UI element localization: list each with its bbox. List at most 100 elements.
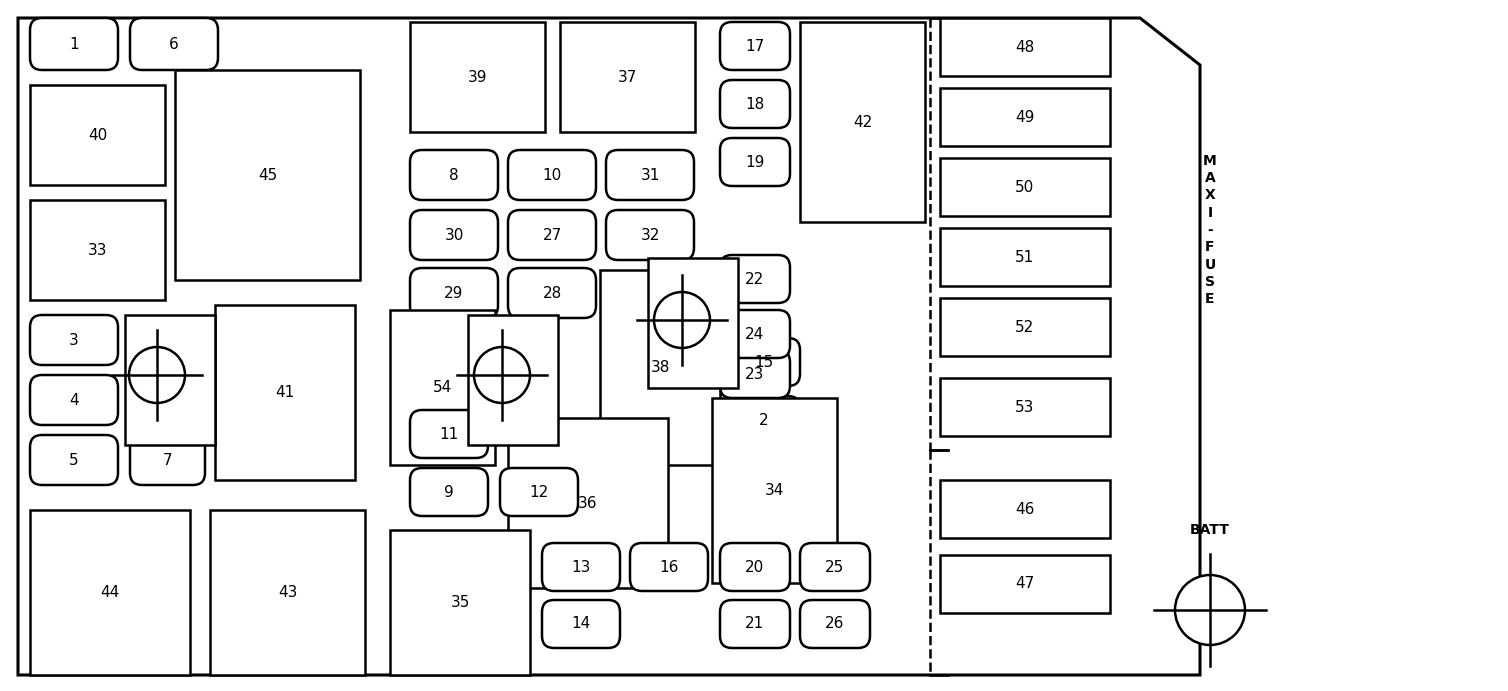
Text: 51: 51	[1015, 249, 1034, 265]
Text: 42: 42	[854, 115, 872, 129]
Bar	[712, 398, 837, 583]
Circle shape	[474, 347, 529, 403]
Text: 38: 38	[650, 360, 670, 375]
FancyBboxPatch shape	[30, 375, 118, 425]
Text: 2: 2	[759, 413, 769, 428]
Text: 25: 25	[825, 560, 844, 574]
Text: 39: 39	[467, 70, 487, 84]
Text: 40: 40	[87, 128, 107, 142]
Bar	[939, 555, 1110, 613]
Bar	[216, 305, 354, 480]
FancyBboxPatch shape	[410, 268, 498, 318]
Text: 31: 31	[641, 167, 659, 182]
FancyBboxPatch shape	[728, 396, 801, 444]
Bar	[391, 310, 495, 465]
FancyBboxPatch shape	[508, 150, 596, 200]
Bar	[939, 18, 1110, 76]
Text: 6: 6	[169, 37, 179, 52]
FancyBboxPatch shape	[508, 268, 596, 318]
FancyBboxPatch shape	[30, 18, 118, 70]
Circle shape	[1175, 575, 1246, 645]
Text: 20: 20	[745, 560, 765, 574]
Bar	[210, 510, 365, 675]
Text: 24: 24	[745, 327, 765, 341]
Text: 8: 8	[449, 167, 458, 182]
FancyBboxPatch shape	[30, 435, 118, 485]
Bar	[30, 510, 190, 675]
FancyBboxPatch shape	[719, 350, 790, 398]
Text: 32: 32	[641, 227, 659, 243]
Bar	[508, 418, 668, 588]
Text: 36: 36	[578, 495, 597, 511]
Text: 45: 45	[258, 167, 277, 182]
Bar	[391, 530, 529, 675]
Text: 53: 53	[1015, 399, 1034, 415]
Text: 37: 37	[618, 70, 638, 84]
FancyBboxPatch shape	[541, 543, 620, 591]
Text: 33: 33	[87, 243, 107, 258]
Bar	[648, 258, 737, 388]
Bar	[467, 315, 558, 445]
FancyBboxPatch shape	[410, 410, 489, 458]
Bar	[600, 270, 719, 465]
Text: 9: 9	[445, 484, 454, 500]
Circle shape	[654, 292, 710, 348]
Text: 13: 13	[572, 560, 591, 574]
FancyBboxPatch shape	[410, 150, 498, 200]
Polygon shape	[18, 18, 1200, 675]
FancyBboxPatch shape	[130, 435, 205, 485]
FancyBboxPatch shape	[719, 310, 790, 358]
FancyBboxPatch shape	[801, 600, 870, 648]
Text: 52: 52	[1015, 319, 1034, 334]
Text: 12: 12	[529, 484, 549, 500]
Text: 7: 7	[163, 453, 172, 468]
Bar	[939, 228, 1110, 286]
Text: 47: 47	[1015, 576, 1034, 591]
FancyBboxPatch shape	[130, 18, 219, 70]
Text: 14: 14	[572, 616, 591, 632]
Text: 21: 21	[745, 616, 765, 632]
Text: 27: 27	[543, 227, 561, 243]
Text: 35: 35	[451, 595, 469, 610]
Text: M
A
X
I
-
F
U
S
E: M A X I - F U S E	[1203, 154, 1217, 306]
Text: 17: 17	[745, 39, 765, 53]
Text: 15: 15	[754, 354, 774, 370]
Bar	[410, 22, 544, 132]
Text: 28: 28	[543, 285, 561, 301]
Text: 29: 29	[445, 285, 463, 301]
Text: 48: 48	[1015, 39, 1034, 55]
Text: 43: 43	[277, 585, 297, 600]
Text: 50: 50	[1015, 180, 1034, 194]
FancyBboxPatch shape	[606, 150, 694, 200]
FancyBboxPatch shape	[719, 22, 790, 70]
FancyBboxPatch shape	[719, 255, 790, 303]
Bar	[30, 200, 164, 300]
Text: 41: 41	[276, 385, 294, 400]
Text: 23: 23	[745, 366, 765, 381]
FancyBboxPatch shape	[541, 600, 620, 648]
Bar	[30, 85, 164, 185]
Text: 16: 16	[659, 560, 679, 574]
Text: 19: 19	[745, 155, 765, 169]
Text: 5: 5	[69, 453, 78, 468]
Bar	[939, 158, 1110, 216]
FancyBboxPatch shape	[501, 468, 578, 516]
Text: 34: 34	[765, 483, 784, 498]
FancyBboxPatch shape	[508, 210, 596, 260]
Bar	[939, 298, 1110, 356]
Bar	[939, 378, 1110, 436]
FancyBboxPatch shape	[728, 338, 801, 386]
Bar	[125, 315, 216, 445]
Text: 22: 22	[745, 272, 765, 287]
Bar	[559, 22, 695, 132]
Text: 30: 30	[445, 227, 463, 243]
Text: 46: 46	[1015, 502, 1034, 516]
FancyBboxPatch shape	[606, 210, 694, 260]
Text: 4: 4	[69, 392, 78, 408]
FancyBboxPatch shape	[410, 210, 498, 260]
FancyBboxPatch shape	[30, 315, 118, 365]
Text: 11: 11	[439, 426, 458, 442]
Bar	[801, 22, 924, 222]
Text: 44: 44	[101, 585, 119, 600]
FancyBboxPatch shape	[630, 543, 707, 591]
